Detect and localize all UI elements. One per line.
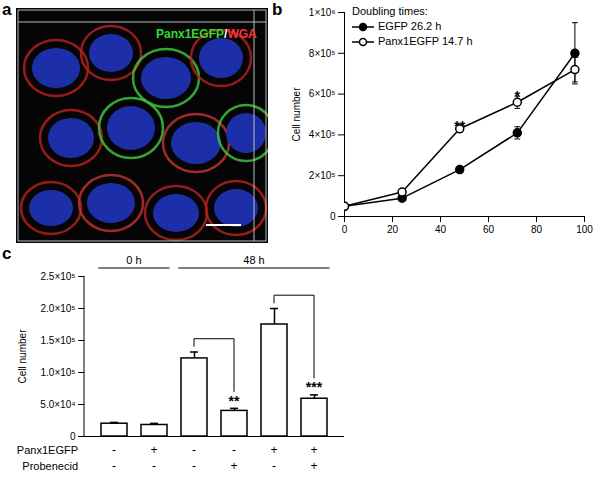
- svg-text:40: 40: [435, 224, 447, 235]
- svg-text:Panx1EGFP: Panx1EGFP: [17, 444, 78, 456]
- svg-text:0: 0: [330, 211, 336, 222]
- svg-text:60: 60: [483, 224, 495, 235]
- svg-text:80: 80: [531, 224, 543, 235]
- svg-text:***: ***: [306, 379, 323, 395]
- svg-text:*: *: [515, 88, 521, 104]
- svg-text:0: 0: [70, 431, 76, 442]
- svg-text:+: +: [310, 443, 317, 457]
- svg-text:48 h: 48 h: [243, 254, 264, 266]
- svg-text:6×10⁵: 6×10⁵: [309, 88, 336, 99]
- html-text:b: b: [272, 0, 283, 19]
- svg-text:2.0×10⁵: 2.0×10⁵: [40, 303, 75, 314]
- svg-text:+: +: [230, 459, 237, 473]
- svg-text:-: -: [192, 459, 196, 473]
- svg-text:0 h: 0 h: [126, 254, 141, 266]
- svg-text:-: -: [112, 443, 116, 457]
- svg-text:-: -: [192, 443, 196, 457]
- html-text:c: c: [2, 244, 12, 263]
- svg-text:100: 100: [576, 224, 593, 235]
- svg-text:+: +: [310, 459, 317, 473]
- svg-text:1×10⁶: 1×10⁶: [309, 7, 336, 18]
- svg-text:-: -: [232, 443, 236, 457]
- svg-text:-: -: [112, 459, 116, 473]
- svg-text:Panx1EGFP/WGA: Panx1EGFP/WGA: [156, 27, 257, 41]
- svg-text:-: -: [152, 459, 156, 473]
- svg-text:2×10⁵: 2×10⁵: [309, 170, 336, 181]
- svg-text:+: +: [150, 443, 157, 457]
- svg-text:Cell number: Cell number: [291, 87, 302, 142]
- svg-text:**: **: [229, 393, 240, 409]
- svg-text:0: 0: [342, 224, 348, 235]
- svg-text:+: +: [270, 443, 277, 457]
- svg-text:1.5×10⁵: 1.5×10⁵: [40, 335, 75, 346]
- html-text:EGFP 26.2 h: EGFP 26.2 h: [378, 20, 442, 32]
- html-text:Doubling times:: Doubling times:: [352, 5, 428, 17]
- svg-text:Cell number: Cell number: [17, 329, 28, 384]
- svg-text:20: 20: [387, 224, 399, 235]
- svg-text:Probenecid: Probenecid: [22, 460, 78, 472]
- svg-text:**: **: [454, 118, 465, 134]
- svg-text:1.0×10⁵: 1.0×10⁵: [40, 367, 75, 378]
- svg-text:8×10⁵: 8×10⁵: [309, 48, 336, 59]
- svg-text:2.5×10⁵: 2.5×10⁵: [40, 271, 75, 282]
- html-text:a: a: [2, 0, 12, 19]
- html-text:Panx1EGFP 14.7 h: Panx1EGFP 14.7 h: [378, 35, 473, 47]
- svg-text:5.0×10⁴: 5.0×10⁴: [40, 399, 75, 410]
- svg-text:-: -: [272, 459, 276, 473]
- svg-text:4×10⁵: 4×10⁵: [309, 129, 336, 140]
